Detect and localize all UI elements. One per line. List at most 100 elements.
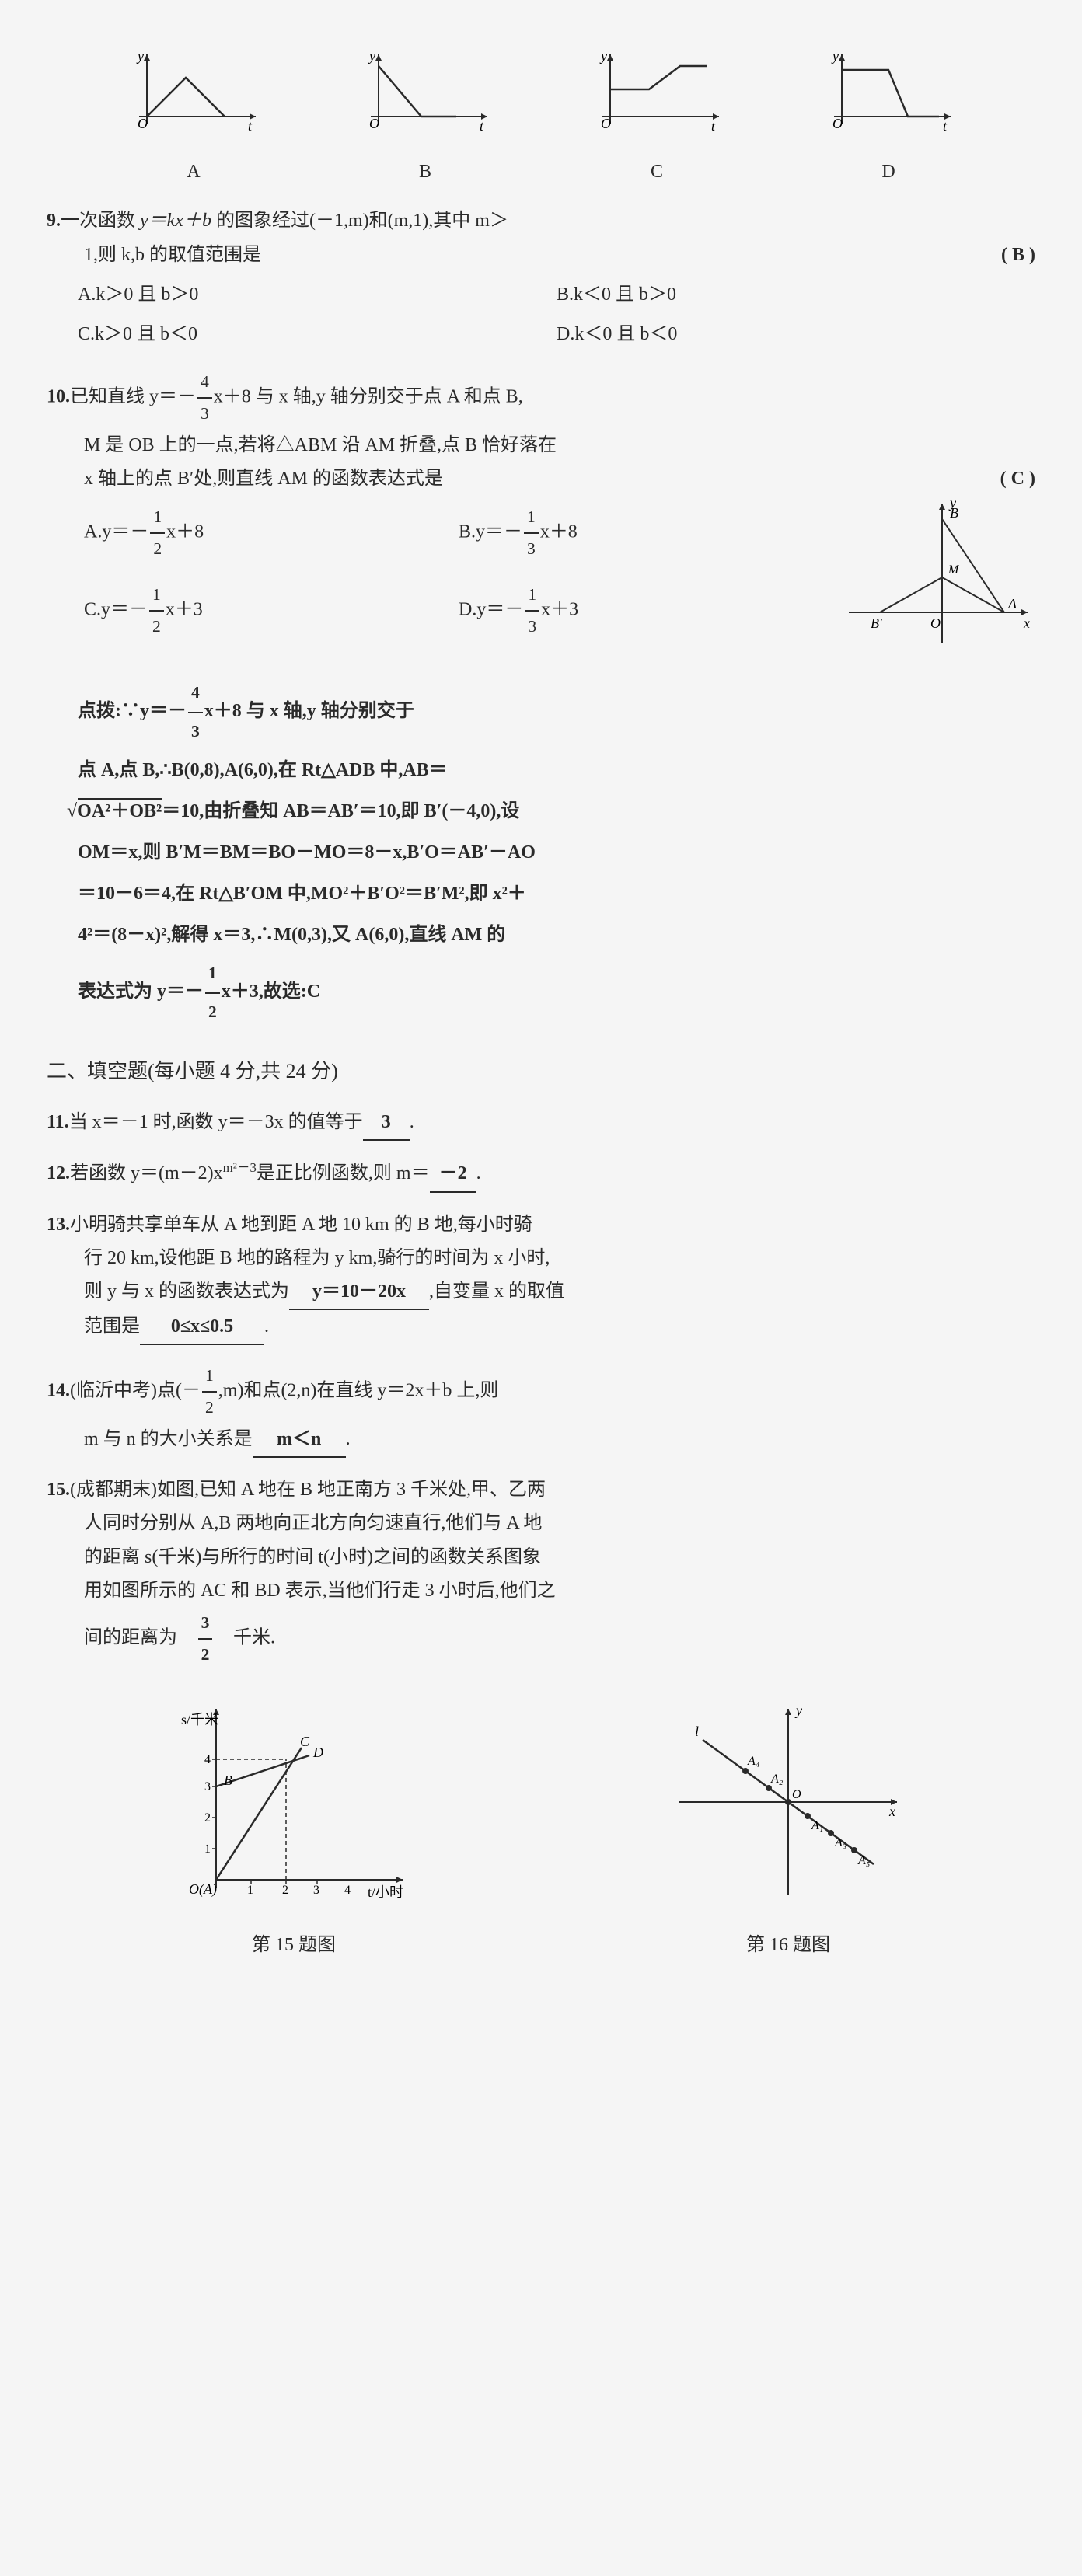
q14-text-mid: ,m)和点(2,n)在直线 y＝2x＋b 上,则 <box>218 1381 499 1401</box>
q15-l3: 的距离 s(千米)与所行的时间 t(小时)之间的函数关系图象 <box>47 1541 1035 1574</box>
svg-text:x: x <box>1023 615 1030 631</box>
q15-l5-pre: 间的距离为 <box>84 1627 177 1647</box>
graph-a-svg: O t y <box>124 47 264 140</box>
graph-b-label: B <box>355 155 495 189</box>
svg-text:3: 3 <box>204 1780 211 1793</box>
svg-text:O: O <box>792 1788 801 1801</box>
svg-text:A₃: A₃ <box>834 1836 846 1849</box>
q10-frac1: 43 <box>197 367 212 429</box>
graph-option-a: O t y A <box>124 47 264 189</box>
q10-explanation: 点拨:∵y＝－43x＋8 与 x 轴,y 轴分别交于 点 A,点 B,∴B(0,… <box>47 675 1035 1030</box>
q13-ans2: 0≤x≤0.5 <box>171 1316 233 1337</box>
svg-text:l: l <box>695 1724 699 1739</box>
graph-d-label: D <box>818 155 958 189</box>
svg-text:1: 1 <box>247 1884 253 1897</box>
fig15-label: 第 15 题图 <box>169 1929 418 1962</box>
q10-opt-a: A.y＝－12x＋8 <box>84 502 459 564</box>
q15-l1: 如图,已知 A 地在 B 地正南方 3 千米处,甲、乙两 <box>157 1480 546 1500</box>
question-12: 12.若函数 y＝(m－2)xm²－3是正比例函数,则 m＝－2. <box>47 1156 1035 1192</box>
q10-diagram: B M A B′ O x y <box>833 496 1035 663</box>
svg-text:O(A): O(A) <box>189 1881 217 1898</box>
q14-l2-pre: m 与 n 的大小关系是 <box>84 1429 253 1449</box>
q10-opt-c: C.y＝－12x＋3 <box>84 580 459 642</box>
svg-text:A₂: A₂ <box>770 1773 784 1786</box>
q9-opt-d: D.k＜0 且 b＜0 <box>557 318 1035 351</box>
question-9: 9.一次函数 y＝kx＋b 的图象经过(－1,m)和(m,1),其中 m＞ 1,… <box>47 204 1035 351</box>
q12-answer: －2 <box>439 1163 467 1183</box>
svg-text:D: D <box>312 1745 323 1760</box>
q12-text-post: 是正比例函数,则 m＝ <box>257 1163 430 1183</box>
q13-number: 13. <box>47 1215 70 1235</box>
q14-src: (临沂中考) <box>70 1381 157 1401</box>
svg-text:O: O <box>930 615 941 631</box>
question-10: 10.已知直线 y＝－43x＋8 与 x 轴,y 轴分别交于点 A 和点 B, … <box>47 367 1035 1030</box>
q9-opt-b: B.k＜0 且 b＞0 <box>557 278 1035 312</box>
svg-text:y: y <box>948 496 956 511</box>
q9-number: 9. <box>47 211 61 231</box>
q10-answer: C <box>1011 469 1024 489</box>
q10-answer-paren: ( C ) <box>1000 462 1035 496</box>
q10-opt-b: B.y＝－13x＋8 <box>459 502 833 564</box>
q14-answer: m＜n <box>277 1429 321 1449</box>
svg-text:A₅: A₅ <box>857 1854 870 1867</box>
q11-answer: 3 <box>382 1112 391 1132</box>
svg-text:B′: B′ <box>871 615 883 631</box>
graph-c-svg: O t y <box>587 47 727 140</box>
svg-text:4: 4 <box>204 1753 211 1766</box>
svg-text:t: t <box>480 118 484 134</box>
q9-answer-paren: ( B ) <box>1001 239 1035 272</box>
section-2-header: 二、填空题(每小题 4 分,共 24 分) <box>47 1054 1035 1090</box>
q14-number: 14. <box>47 1381 70 1401</box>
graph-c-label: C <box>587 155 727 189</box>
question-15: 15.(成都期末)如图,已知 A 地在 B 地正南方 3 千米处,甲、乙两 人同… <box>47 1473 1035 1669</box>
q15-l4: 用如图所示的 AC 和 BD 表示,当他们行走 3 小时后,他们之 <box>47 1574 1035 1608</box>
svg-text:t/小时: t/小时 <box>368 1884 403 1900</box>
svg-text:O: O <box>832 116 843 131</box>
svg-text:A₁: A₁ <box>811 1819 823 1832</box>
q9-opt-a: A.k＞0 且 b＞0 <box>78 278 557 312</box>
bottom-figures: s/千米 t/小时 C D B O(A) 1 2 3 4 1 2 3 4 第 1… <box>47 1693 1035 1962</box>
graph-b-svg: O t y <box>355 47 495 140</box>
q10-text-mid: x＋8 与 x 轴,y 轴分别交于点 A 和点 B, <box>214 387 523 407</box>
q13-l1: 小明骑共享单车从 A 地到距 A 地 10 km 的 B 地,每小时骑 <box>70 1215 532 1235</box>
svg-text:s/千米: s/千米 <box>181 1712 218 1727</box>
fig16-label: 第 16 题图 <box>664 1929 913 1962</box>
q9-text-2: 的图象经过(－1,m)和(m,1),其中 m＞ <box>211 211 508 231</box>
svg-text:y: y <box>136 48 144 64</box>
svg-text:2: 2 <box>204 1811 211 1825</box>
q9-answer: B <box>1012 245 1024 265</box>
svg-text:t: t <box>943 118 948 134</box>
svg-text:t: t <box>711 118 716 134</box>
q15-l5-post: 千米. <box>233 1627 275 1647</box>
svg-text:y: y <box>368 48 375 64</box>
svg-text:C: C <box>300 1734 310 1749</box>
q10-text-pre: 已知直线 y＝－ <box>70 387 196 407</box>
q8-graph-options: O t y A O t y B O t y C <box>47 47 1035 189</box>
svg-text:4: 4 <box>344 1884 351 1897</box>
svg-text:t: t <box>248 118 253 134</box>
q10-line3: x 轴上的点 B′处,则直线 AM 的函数表达式是 <box>84 469 443 489</box>
svg-text:3: 3 <box>313 1884 319 1897</box>
q15-answer: 32 <box>198 1608 213 1670</box>
svg-text:M: M <box>948 563 960 577</box>
q10-opt-d: D.y＝－13x＋3 <box>459 580 833 642</box>
q9-text-1: 一次函数 <box>61 211 140 231</box>
question-11: 11.当 x＝－1 时,函数 y＝－3x 的值等于3. <box>47 1106 1035 1141</box>
figure-15: s/千米 t/小时 C D B O(A) 1 2 3 4 1 2 3 4 第 1… <box>169 1693 418 1962</box>
svg-text:O: O <box>369 116 379 131</box>
svg-text:y: y <box>831 48 839 64</box>
q12-text-pre: 若函数 y＝(m－2)x <box>70 1163 223 1183</box>
q15-l2: 人同时分别从 A,B 两地向正北方向匀速直行,他们与 A 地 <box>47 1507 1035 1540</box>
q13-ans1: y＝10－20x <box>312 1281 406 1302</box>
graph-option-b: O t y B <box>355 47 495 189</box>
graph-d-svg: O t y <box>818 47 958 140</box>
figure-16: l A₄ A₂ O A₁ A₃ A₅ x y 第 16 题图 <box>664 1693 913 1962</box>
q15-number: 15. <box>47 1480 70 1500</box>
svg-text:A: A <box>1007 596 1017 612</box>
svg-text:y: y <box>599 48 607 64</box>
q13-l4-pre: 范围是 <box>84 1316 140 1337</box>
graph-a-label: A <box>124 155 264 189</box>
q10-line2: M 是 OB 上的一点,若将△ABM 沿 AM 折叠,点 B 恰好落在 <box>47 429 1035 462</box>
svg-text:y: y <box>794 1703 802 1718</box>
q12-number: 12. <box>47 1163 70 1183</box>
